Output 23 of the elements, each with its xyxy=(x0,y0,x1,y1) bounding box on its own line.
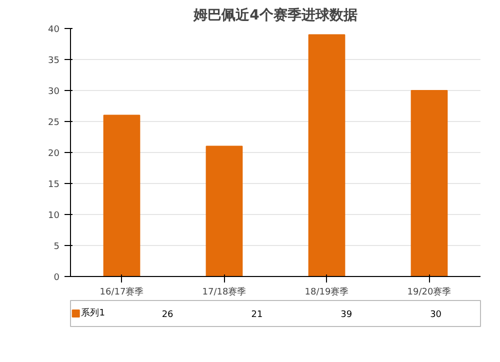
x-tick-label: 19/20赛季 xyxy=(407,286,452,298)
data-label: 21 xyxy=(251,310,263,320)
bar xyxy=(103,114,140,276)
y-tick-label: 35 xyxy=(48,56,60,66)
y-tick-label: 0 xyxy=(54,273,60,283)
chart-title: 姆巴佩近4个赛季进球数据 xyxy=(192,6,358,24)
y-tick-label: 10 xyxy=(48,211,60,221)
data-label: 39 xyxy=(340,310,352,320)
data-label: 26 xyxy=(162,310,174,320)
bar xyxy=(410,90,448,276)
x-tick-label: 18/19赛季 xyxy=(304,286,349,298)
data-label: 30 xyxy=(430,310,442,320)
y-tick-label: 30 xyxy=(48,87,60,97)
bar xyxy=(206,146,243,276)
y-tick-label: 40 xyxy=(48,25,60,35)
y-tick-label: 5 xyxy=(54,242,60,252)
legend-label: 系列1 xyxy=(81,308,105,318)
y-tick-label: 15 xyxy=(48,180,60,190)
y-tick-label: 25 xyxy=(48,118,60,128)
x-tick-label: 16/17赛季 xyxy=(100,286,144,298)
y-tick-label: 20 xyxy=(48,149,60,159)
bar xyxy=(308,34,346,276)
x-tick-label: 17/18赛季 xyxy=(202,286,246,298)
